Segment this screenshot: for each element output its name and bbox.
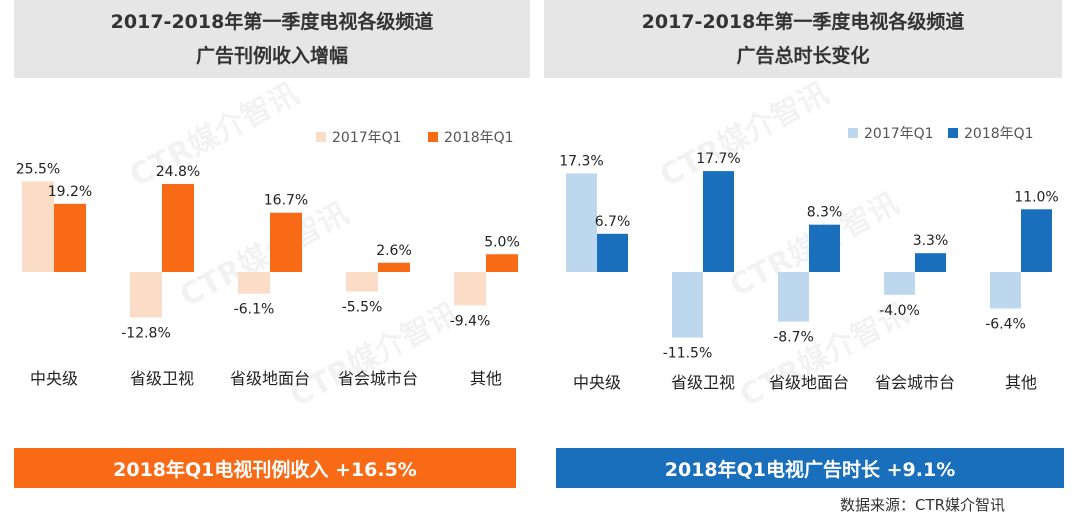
right-bar-2018 — [809, 224, 840, 272]
left-title-line1: 2017-2018年第一季度电视各级频道 — [110, 11, 434, 33]
right-data-label: -4.0% — [879, 303, 920, 319]
right-summary-banner: 2018年Q1电视广告时长 +9.1% — [556, 448, 1064, 488]
left-bar-chart: 2017年Q1 2018年Q1 25.5% 19.2% 中央级 -12.8% 24.8% 省级… — [16, 130, 520, 388]
left-bar-2017 — [130, 272, 162, 318]
legend-swatch-2018 — [948, 128, 958, 138]
right-data-label: -8.7% — [773, 330, 814, 346]
legend-swatch-2018 — [428, 132, 438, 142]
right-bar-2017 — [778, 272, 809, 322]
left-title-line2: 广告刊例收入增幅 — [195, 45, 348, 67]
left-chart-title: 2017-2018年第一季度电视各级频道 广告刊例收入增幅 — [14, 0, 530, 78]
left-bar-2018 — [270, 212, 302, 272]
right-category-label: 省级卫视 — [671, 373, 735, 392]
left-bar-2018 — [378, 262, 410, 272]
left-bar-2018 — [162, 183, 194, 272]
right-data-label: 11.0% — [1014, 189, 1058, 205]
left-data-label: 19.2% — [48, 184, 92, 200]
right-bar-2017 — [990, 272, 1021, 309]
right-category-label: 省级地面台 — [769, 373, 849, 392]
left-data-label: 24.8% — [156, 164, 200, 180]
right-category-label: 省会城市台 — [875, 373, 955, 392]
legend-label-2018: 2018年Q1 — [964, 126, 1034, 142]
left-bar-2018 — [54, 203, 86, 272]
left-data-label: -12.8% — [121, 325, 171, 341]
right-bar-2017 — [566, 173, 597, 272]
left-summary-banner: 2018年Q1电视刊例收入 +16.5% — [14, 448, 516, 488]
right-bar-2018 — [597, 233, 628, 272]
left-category-label: 省级地面台 — [230, 369, 310, 388]
left-data-label: -5.5% — [342, 300, 383, 316]
right-bar-2018 — [915, 253, 946, 272]
left-category-label: 省级卫视 — [130, 369, 194, 388]
right-data-label: 17.7% — [696, 151, 740, 167]
left-bar-2017 — [22, 181, 54, 272]
legend-swatch-2017 — [316, 132, 326, 142]
right-bar-2017 — [672, 272, 703, 338]
left-bar-2017 — [346, 272, 378, 292]
left-bar-2017 — [238, 272, 270, 294]
legend-swatch-2017 — [848, 128, 858, 138]
right-data-label: -11.5% — [663, 346, 713, 362]
left-category-label: 其他 — [470, 369, 502, 388]
left-data-label: -6.1% — [234, 302, 275, 318]
left-category-label: 中央级 — [30, 369, 78, 388]
right-category-label: 其他 — [1005, 373, 1037, 392]
right-title-line2: 广告总时长变化 — [736, 45, 870, 67]
right-data-label: 6.7% — [595, 214, 631, 230]
right-bar-2017 — [884, 272, 915, 295]
left-bar-2017 — [454, 272, 486, 306]
right-bar-2018 — [703, 171, 734, 272]
left-category-label: 省会城市台 — [338, 369, 418, 388]
left-bar-2018 — [486, 254, 518, 272]
right-data-label: -6.4% — [985, 316, 1026, 332]
right-bar-2018 — [1021, 209, 1052, 272]
left-data-label: -9.4% — [450, 313, 491, 329]
right-title-line1: 2017-2018年第一季度电视各级频道 — [641, 11, 965, 33]
left-data-label: 25.5% — [16, 161, 60, 177]
right-data-label: 17.3% — [559, 153, 603, 169]
source-note: 数据来源：CTR媒介智讯 — [840, 496, 1006, 514]
right-category-label: 中央级 — [573, 373, 621, 392]
legend-label-2017: 2017年Q1 — [332, 130, 402, 146]
right-data-label: 8.3% — [807, 205, 843, 221]
right-data-label: 3.3% — [913, 233, 949, 249]
left-data-label: 16.7% — [264, 193, 308, 209]
legend-label-2018: 2018年Q1 — [444, 130, 514, 146]
right-chart-title: 2017-2018年第一季度电视各级频道 广告总时长变化 — [544, 0, 1062, 78]
left-data-label: 5.0% — [484, 234, 520, 250]
legend-label-2017: 2017年Q1 — [864, 126, 934, 142]
left-data-label: 2.6% — [376, 243, 412, 259]
right-bar-chart: 2017年Q1 2018年Q1 17.3% 6.7% 中央级 -11.5% 17.7% 省级卫… — [559, 126, 1058, 392]
